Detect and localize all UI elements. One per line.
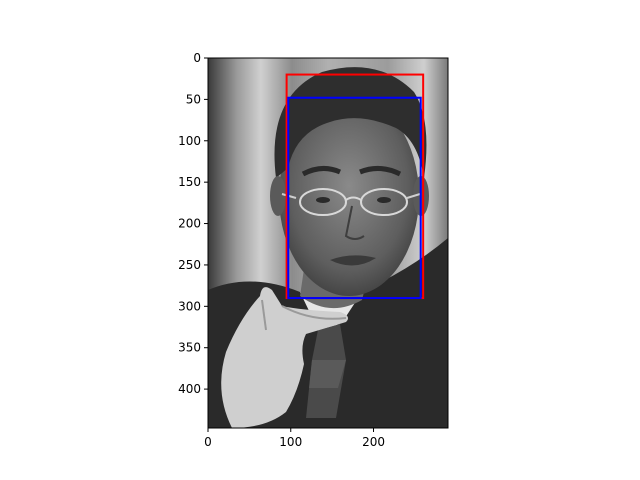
y-tick-label: 100 bbox=[178, 134, 201, 148]
axes-frame bbox=[207, 57, 449, 429]
x-tick-label: 200 bbox=[362, 435, 385, 449]
grayscale-portrait-photo-icon bbox=[208, 58, 448, 428]
y-tick-label: 50 bbox=[186, 92, 201, 106]
x-tick-label: 0 bbox=[204, 435, 212, 449]
x-axis: 0 100 200 bbox=[204, 428, 385, 449]
y-tick-label: 300 bbox=[178, 299, 201, 313]
y-tick-label: 350 bbox=[178, 341, 201, 355]
y-tick-label: 400 bbox=[178, 382, 201, 396]
y-axis: 0 50 100 150 200 250 300 350 400 bbox=[178, 51, 208, 396]
y-tick-label: 200 bbox=[178, 217, 201, 231]
y-tick-label: 0 bbox=[193, 51, 201, 65]
bounding-boxes bbox=[285, 73, 425, 300]
bounding-box-2 bbox=[287, 96, 422, 300]
y-tick-label: 150 bbox=[178, 175, 201, 189]
y-tick-label: 250 bbox=[178, 258, 201, 272]
x-tick-label: 100 bbox=[279, 435, 302, 449]
